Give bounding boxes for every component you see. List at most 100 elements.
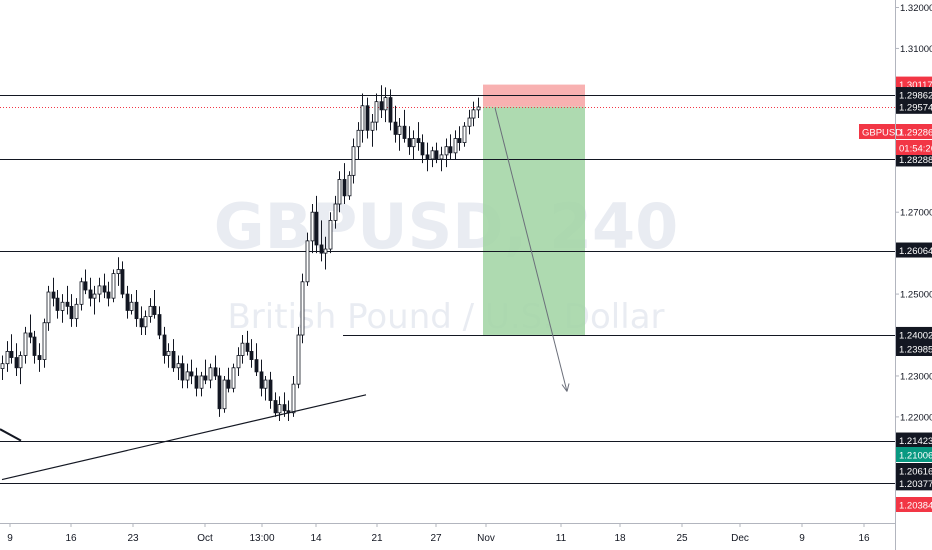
- time-tick-label: 14: [310, 533, 322, 544]
- candle-body: [476, 106, 481, 111]
- price-label-text: 1.29574: [899, 102, 932, 113]
- candle-body: [208, 367, 213, 381]
- price-label-text: 1.29286: [899, 128, 932, 139]
- candle-body: [176, 363, 181, 369]
- candle-body: [106, 291, 111, 299]
- candle-body: [46, 291, 51, 324]
- time-axis[interactable]: 9 16 23 Oct 13:00 14 21 27 Nov 11 18 25 Dec 9 16: [7, 523, 870, 544]
- candle-body: [152, 305, 157, 315]
- candle-body: [83, 281, 88, 291]
- candle-body: [222, 379, 227, 410]
- candle-body: [411, 138, 416, 148]
- candle-body: [18, 355, 23, 369]
- candle-body: [356, 129, 361, 148]
- candle-body: [199, 375, 204, 389]
- price-label-box: [896, 463, 932, 478]
- candles: [0, 85, 481, 421]
- candle-body: [116, 269, 121, 275]
- price-label-text: 1.30117: [899, 80, 932, 91]
- candle-body: [296, 334, 301, 385]
- candle-body: [360, 105, 365, 131]
- candle-body: [14, 357, 19, 369]
- candle-body: [333, 203, 338, 221]
- candle-body: [37, 355, 42, 360]
- price-label-text: 1.28288: [899, 155, 932, 166]
- candle-body: [467, 117, 472, 127]
- candle-body: [328, 219, 333, 250]
- candle-body: [273, 400, 278, 414]
- candle-body: [69, 305, 74, 320]
- candle-body: [337, 179, 342, 205]
- candle-body: [5, 350, 10, 365]
- candle-body: [453, 138, 458, 154]
- candle-body: [370, 121, 375, 131]
- projection-arrow[interactable]: [494, 107, 568, 392]
- price-label-box: [896, 87, 932, 103]
- candle-body: [203, 375, 208, 381]
- price-label-box: [896, 326, 932, 342]
- candle-body: [374, 101, 379, 123]
- short-segment[interactable]: [0, 428, 22, 442]
- time-tick-label: Nov: [477, 533, 495, 544]
- candle-body: [268, 379, 273, 401]
- candle-body: [448, 146, 453, 154]
- candle-body: [23, 332, 28, 356]
- time-tick-label: 9: [799, 533, 805, 544]
- price-label-text: 1.21423: [899, 436, 932, 447]
- price-tick-label: 1.25000: [900, 290, 932, 301]
- candle-body: [430, 150, 435, 160]
- candle-body: [213, 367, 218, 377]
- candle-body: [314, 211, 319, 246]
- candle-body: [9, 350, 14, 358]
- price-label-box: [896, 497, 932, 512]
- time-tick-label: 23: [127, 533, 139, 544]
- horizontal-levels: [0, 95, 895, 484]
- candle-body: [457, 138, 462, 144]
- candle-body: [342, 179, 347, 197]
- candle-body: [471, 109, 476, 119]
- candle-body: [97, 285, 102, 295]
- candle-body: [259, 371, 264, 389]
- candle-body: [420, 142, 425, 156]
- trendline[interactable]: [1, 394, 367, 481]
- candle-body: [226, 379, 231, 389]
- take-profit-zone[interactable]: [483, 106, 585, 335]
- price-tick-label: 1.32000: [900, 3, 932, 14]
- price-label-box: [896, 475, 932, 491]
- candle-body: [51, 291, 56, 299]
- time-tick-label: 16: [65, 533, 77, 544]
- candle-body: [347, 174, 352, 197]
- candle-body: [79, 281, 84, 305]
- candle-body: [134, 301, 139, 320]
- candle-body: [393, 121, 398, 135]
- price-label-box: [896, 432, 932, 448]
- candle-body: [249, 350, 254, 360]
- candle-body: [277, 404, 282, 414]
- candle-body: [416, 138, 421, 144]
- candle-body: [92, 293, 97, 299]
- candle-body: [236, 355, 241, 369]
- symbol-tag-text: GBPUSD: [862, 128, 902, 139]
- candle-body: [65, 301, 70, 307]
- candle-body: [323, 248, 328, 254]
- candle-body: [111, 273, 116, 299]
- candle-body: [305, 240, 310, 283]
- candle-body: [407, 138, 412, 148]
- price-label-box: [896, 98, 932, 114]
- candle-body: [240, 342, 245, 356]
- time-tick-label: 16: [858, 533, 870, 544]
- candle-body: [379, 101, 384, 111]
- price-tick-label: 1.22000: [900, 412, 932, 423]
- time-tick-label: 27: [430, 533, 442, 544]
- candle-body: [129, 301, 134, 311]
- price-label-text: 1.26064: [899, 246, 932, 257]
- candle-body: [217, 375, 222, 410]
- price-label-box: [896, 124, 932, 139]
- candle-body: [139, 318, 144, 328]
- price-tick-label: 1.31000: [900, 44, 932, 55]
- candle-body: [282, 404, 287, 412]
- price-label-text: 1.20384: [899, 501, 932, 512]
- candle-body: [351, 146, 356, 176]
